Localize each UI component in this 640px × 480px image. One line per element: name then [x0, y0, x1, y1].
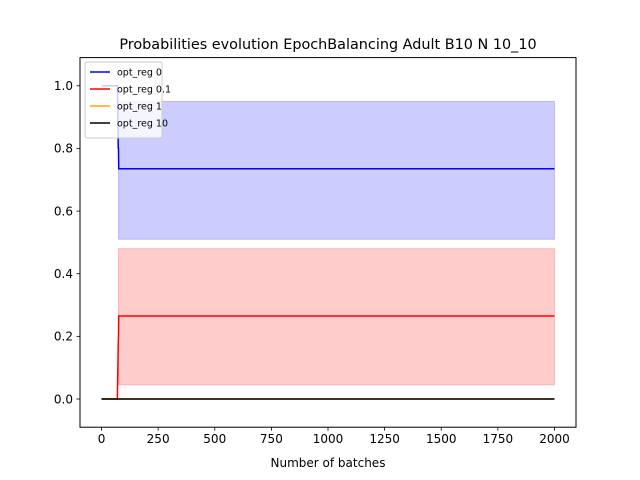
legend-label: opt_reg 1 — [117, 102, 162, 113]
y-tick-label: 0.4 — [54, 267, 73, 281]
band-opt-reg-0 — [118, 100, 555, 240]
x-tick-label: 2000 — [539, 432, 570, 446]
series-line-opt-reg-0-1 — [101, 315, 555, 400]
y-tick-label: 0.2 — [54, 330, 73, 344]
y-tick-label: 1.0 — [54, 79, 73, 93]
legend-label: opt_reg 0.1 — [117, 85, 171, 96]
x-tick-label: 1000 — [313, 432, 344, 446]
x-axis-ticks: 0 250 500 750 1000 1250 1500 1750 2000 — [98, 427, 570, 446]
legend: opt_reg 0 opt_reg 0.1 opt_reg 1 opt_reg 10 — [84, 61, 171, 139]
legend-box — [84, 61, 163, 139]
legend-label: opt_reg 10 — [117, 119, 168, 130]
x-tick-label: 750 — [260, 432, 283, 446]
x-tick-label: 250 — [147, 432, 170, 446]
x-tick-label: 1750 — [483, 432, 514, 446]
y-tick-label: 0.0 — [54, 392, 73, 406]
x-axis-label: Number of batches — [271, 456, 386, 470]
y-axis-ticks: 0.0 0.2 0.4 0.6 0.8 1.0 — [54, 79, 80, 406]
x-tick-label: 500 — [203, 432, 226, 446]
plot-frame — [79, 57, 577, 428]
x-tick-label: 0 — [98, 432, 106, 446]
y-tick-label: 0.8 — [54, 142, 73, 156]
chart-title: Probabilities evolution EpochBalancing A… — [119, 37, 536, 53]
band-opt-reg-0-1 — [118, 248, 555, 386]
legend-label: opt_reg 0 — [117, 68, 162, 79]
x-tick-label: 1250 — [369, 432, 400, 446]
y-tick-label: 0.6 — [54, 204, 73, 218]
x-tick-label: 1500 — [426, 432, 457, 446]
confidence-bands — [118, 100, 555, 386]
